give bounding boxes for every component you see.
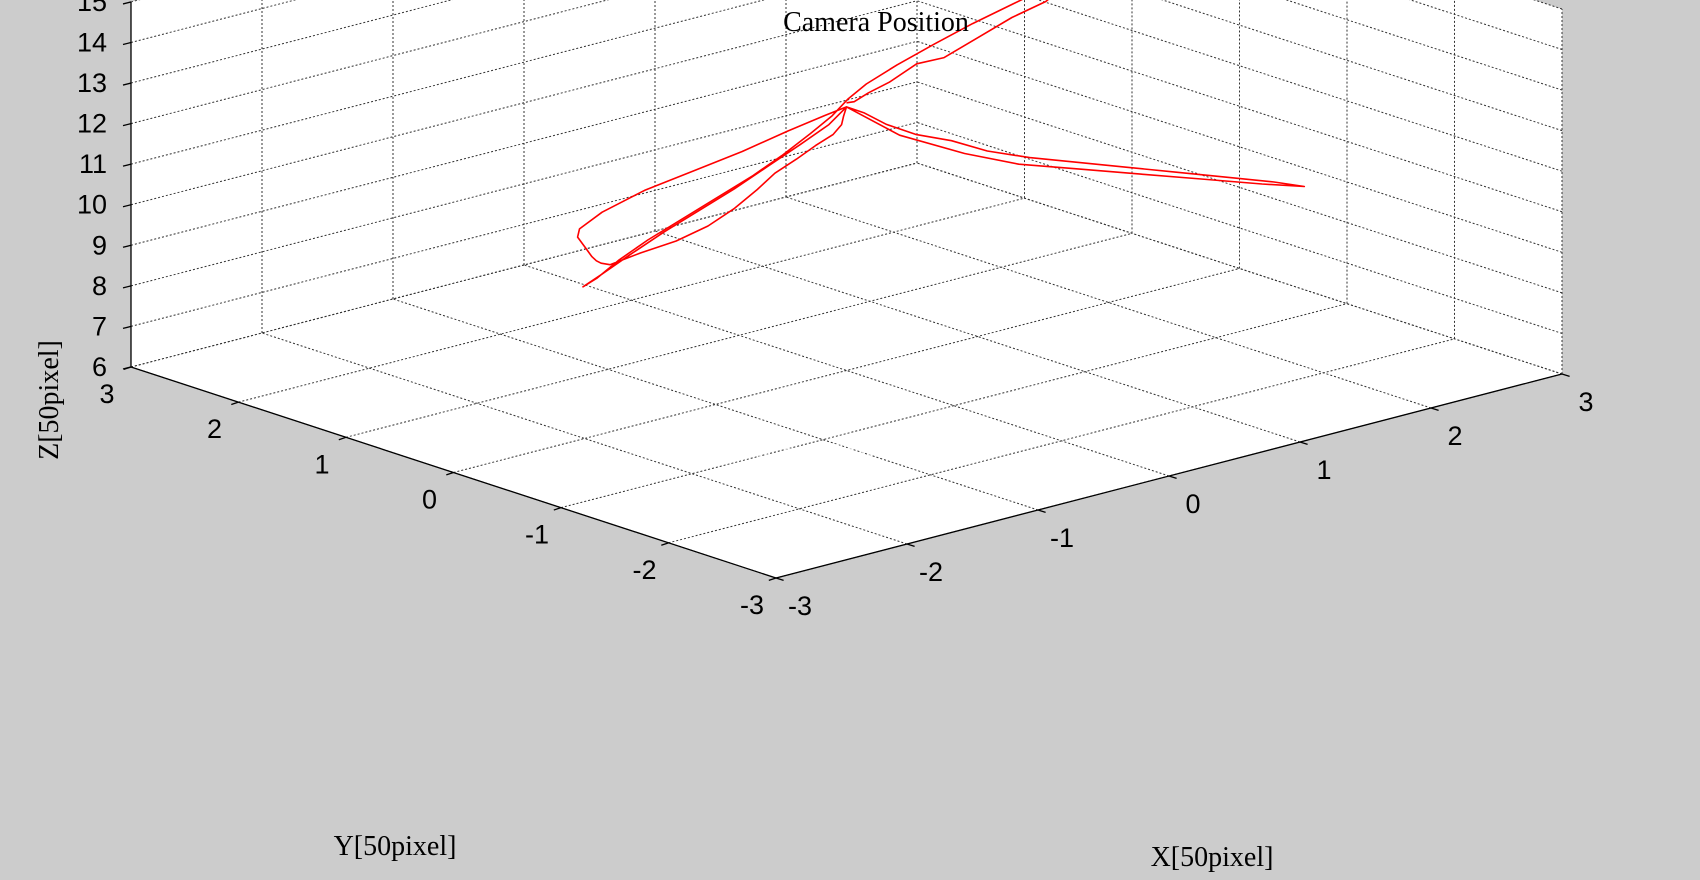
z-tick [122, 163, 132, 167]
y-tick-label: 3 [99, 379, 114, 409]
z-tick-label: 15 [77, 0, 107, 17]
wall-grid-horizontal [916, 162, 1563, 375]
floor-grid-y [453, 268, 1240, 473]
floor-pane [131, 163, 1562, 578]
x-tick [1037, 509, 1046, 514]
trajectory-line [576, 0, 1306, 288]
z-axis-label: Z[50pixel] [34, 340, 65, 460]
z-tick [122, 1, 132, 5]
wall-grid-horizontal [1037, 0, 1563, 172]
x-tick [1168, 475, 1177, 480]
x-tick-label: 2 [1447, 421, 1462, 451]
floor-grid-x [261, 332, 908, 545]
wall-grid-horizontal [1161, 0, 1563, 132]
floor-grid-x [523, 264, 1170, 477]
wall-grid-horizontal [130, 40, 918, 246]
x-axis-label: X[50pixel] [1151, 842, 1274, 873]
y-tick-label: 2 [207, 414, 222, 444]
y-tick [231, 401, 239, 406]
wall-grid-horizontal [1409, 0, 1563, 50]
x-tick [775, 577, 784, 582]
wall-grid-horizontal [916, 40, 1563, 253]
x-tick [1561, 373, 1570, 378]
floor-grid-y [668, 338, 1455, 544]
wall-grid-horizontal [1285, 0, 1563, 91]
z-tick-label: 13 [77, 68, 107, 98]
z-tick-label: 6 [92, 352, 107, 382]
z-tick-label: 12 [77, 109, 107, 139]
x-tick [1299, 441, 1308, 446]
x-tick-label: -1 [1050, 523, 1074, 553]
z-tick [122, 366, 132, 370]
wall-grid-horizontal [916, 0, 1563, 213]
y-tick-label: 0 [422, 484, 437, 514]
chart-title: Camera Position [783, 7, 969, 38]
z-tick-label: 10 [77, 190, 107, 220]
y-tick [446, 471, 454, 476]
floor-grid-y [238, 197, 1025, 403]
z-tick-label: 9 [92, 230, 107, 260]
wall-grid-horizontal [130, 81, 918, 287]
y-tick [768, 577, 777, 582]
floor-grid-y [345, 232, 1133, 438]
y-tick [661, 542, 669, 546]
watermark: http://blog.csdn.net/ [752, 442, 967, 462]
x-tick [1430, 407, 1439, 412]
x-tick-label: 1 [1316, 455, 1331, 485]
wall-grid-horizontal [130, 162, 918, 368]
z-tick-label: 7 [92, 311, 107, 341]
y-axis-label: Y[50pixel] [334, 831, 457, 862]
z-tick [122, 244, 132, 248]
z-tick-label: 8 [92, 271, 107, 301]
z-tick [122, 41, 132, 46]
y-tick [553, 507, 562, 511]
z-tick-label: 14 [77, 28, 107, 58]
z-tick [122, 204, 132, 208]
y-tick-label: -3 [740, 590, 764, 620]
wall-grid-horizontal [130, 0, 918, 206]
z-tick [122, 325, 132, 330]
x-tick-label: -3 [788, 591, 812, 621]
y-tick [338, 436, 347, 441]
z-tick [122, 122, 132, 127]
y-tick-label: -1 [525, 520, 549, 550]
x-tick-label: -2 [919, 557, 943, 587]
plot-area [576, 0, 1306, 288]
axes-frame [122, 1, 1570, 582]
z-tick-label: 11 [79, 149, 107, 179]
y-tick-label: -2 [632, 555, 656, 585]
x-tick-label: 3 [1578, 387, 1593, 417]
y-tick-label: 1 [314, 449, 329, 479]
x-tick-label: 0 [1185, 489, 1200, 519]
z-tick [122, 285, 132, 289]
floor-grid-y [560, 303, 1348, 509]
floor-grid-x [392, 298, 1039, 511]
x-tick [906, 543, 915, 548]
wall-grid-horizontal [130, 121, 918, 327]
z-tick [122, 82, 132, 86]
wall-grid-horizontal [916, 81, 1563, 294]
